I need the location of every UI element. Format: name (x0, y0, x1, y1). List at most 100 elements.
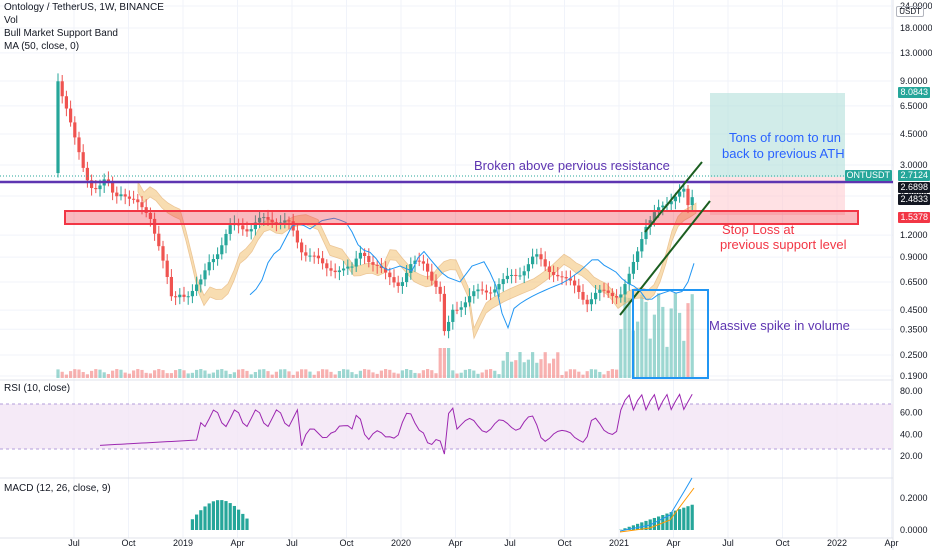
volume-note[interactable]: Massive spike in volume (709, 318, 850, 333)
candle-body (266, 217, 270, 220)
candle-body (337, 270, 341, 273)
candle-body (573, 280, 577, 286)
candle-body (459, 307, 463, 310)
stop-note-line2[interactable]: previous support level (720, 237, 847, 252)
candle-body (472, 291, 476, 297)
candle-body (392, 277, 396, 283)
candle-body (531, 256, 535, 265)
candle-body (153, 218, 157, 234)
candle-body (442, 293, 446, 332)
candle-body (476, 289, 480, 292)
candle-body (207, 262, 211, 271)
resistance-note[interactable]: Broken above pervious resistance (474, 158, 670, 173)
candle-body (220, 245, 224, 255)
volume-bar (283, 369, 287, 378)
candle-body (165, 260, 169, 277)
ma-line (249, 217, 695, 330)
volume-bar (417, 373, 421, 378)
volume-bar (148, 373, 152, 378)
macd-histogram-bar (669, 512, 673, 530)
volume-bar (375, 373, 379, 378)
volume-bar (106, 373, 110, 378)
candle-body (85, 167, 89, 181)
candle-body (468, 296, 472, 303)
volume-bar (480, 372, 484, 378)
candle-body (514, 274, 518, 276)
volume-bar (140, 369, 144, 378)
price-axis-label: 9.0000 (900, 76, 928, 86)
volume-bar (354, 374, 358, 378)
volume-bar (333, 374, 337, 378)
profit-zone[interactable] (710, 93, 845, 177)
volume-bar (409, 369, 413, 378)
volume-bar (594, 369, 598, 378)
price-axis-label: 1.2000 (900, 230, 928, 240)
candle-body (682, 188, 686, 192)
volume-bar (73, 369, 77, 378)
volume-bar (644, 301, 648, 378)
volume-spike-box[interactable] (632, 289, 709, 379)
channel-lower-line[interactable] (619, 200, 711, 316)
ma-legend: MA (50, close, 0) (4, 41, 79, 53)
volume-bar (169, 373, 173, 378)
macd-histogram-bar (232, 505, 236, 530)
currency-badge[interactable]: USDT (896, 6, 924, 17)
candle-body (409, 264, 413, 273)
candle-body (161, 246, 165, 261)
time-axis-label: 2020 (391, 538, 411, 548)
candle-body (421, 261, 425, 264)
stop-note-line1[interactable]: Stop Loss at (722, 222, 795, 237)
volume-bar (161, 370, 165, 378)
volume-bar (190, 372, 194, 378)
candle-body (136, 199, 140, 203)
volume-bar (589, 369, 593, 378)
macd-histogram-bar (224, 501, 228, 530)
stop-price-tag: 1.5378 (898, 212, 930, 223)
candle-body (657, 207, 661, 213)
candle-body (547, 266, 551, 273)
candle-body (98, 185, 102, 190)
candle-body (463, 302, 467, 308)
candle-body (90, 180, 94, 189)
time-axis-label: Jul (68, 538, 80, 548)
price-axis-label: 0.4500 (900, 305, 928, 315)
time-axis-label: 2021 (609, 538, 629, 548)
volume-bar (178, 369, 182, 378)
candle-body (455, 309, 459, 311)
volume-bar (325, 369, 329, 378)
volume-bar (396, 373, 400, 378)
candle-body (400, 282, 404, 286)
time-axis-label: 2022 (827, 538, 847, 548)
candle-body (329, 268, 333, 271)
price-axis-label: 3.0000 (900, 160, 928, 170)
price-axis-label: 0.2500 (900, 350, 928, 360)
candle-body (228, 225, 232, 234)
volume-bar (392, 372, 396, 378)
macd-histogram-bar (245, 518, 249, 530)
candle-body (77, 137, 81, 153)
room-note-line2[interactable]: back to previous ATH (722, 146, 845, 161)
candle-body (636, 251, 640, 262)
volume-bar (451, 370, 455, 378)
volume-bar (619, 329, 623, 378)
candle-body (501, 279, 505, 285)
channel-upper-line[interactable] (644, 161, 703, 233)
loss-zone[interactable] (710, 177, 845, 215)
volume-bar (405, 369, 409, 378)
room-note-line1[interactable]: Tons of room to run (729, 130, 841, 145)
volume-bar (657, 293, 661, 378)
candle-body (661, 205, 665, 208)
candle-body (497, 284, 501, 290)
volume-bar (623, 297, 627, 378)
candle-body (568, 278, 572, 281)
candle-body (384, 267, 388, 273)
candle-body (417, 260, 421, 262)
candle-body (678, 191, 682, 197)
volume-bar (224, 370, 228, 378)
volume-bar (232, 372, 236, 378)
symbol-title: Ontology / TetherUS, 1W, BINANCE (4, 2, 164, 13)
volume-bar (459, 372, 463, 378)
volume-bar (228, 374, 232, 378)
volume-bar (510, 361, 514, 378)
